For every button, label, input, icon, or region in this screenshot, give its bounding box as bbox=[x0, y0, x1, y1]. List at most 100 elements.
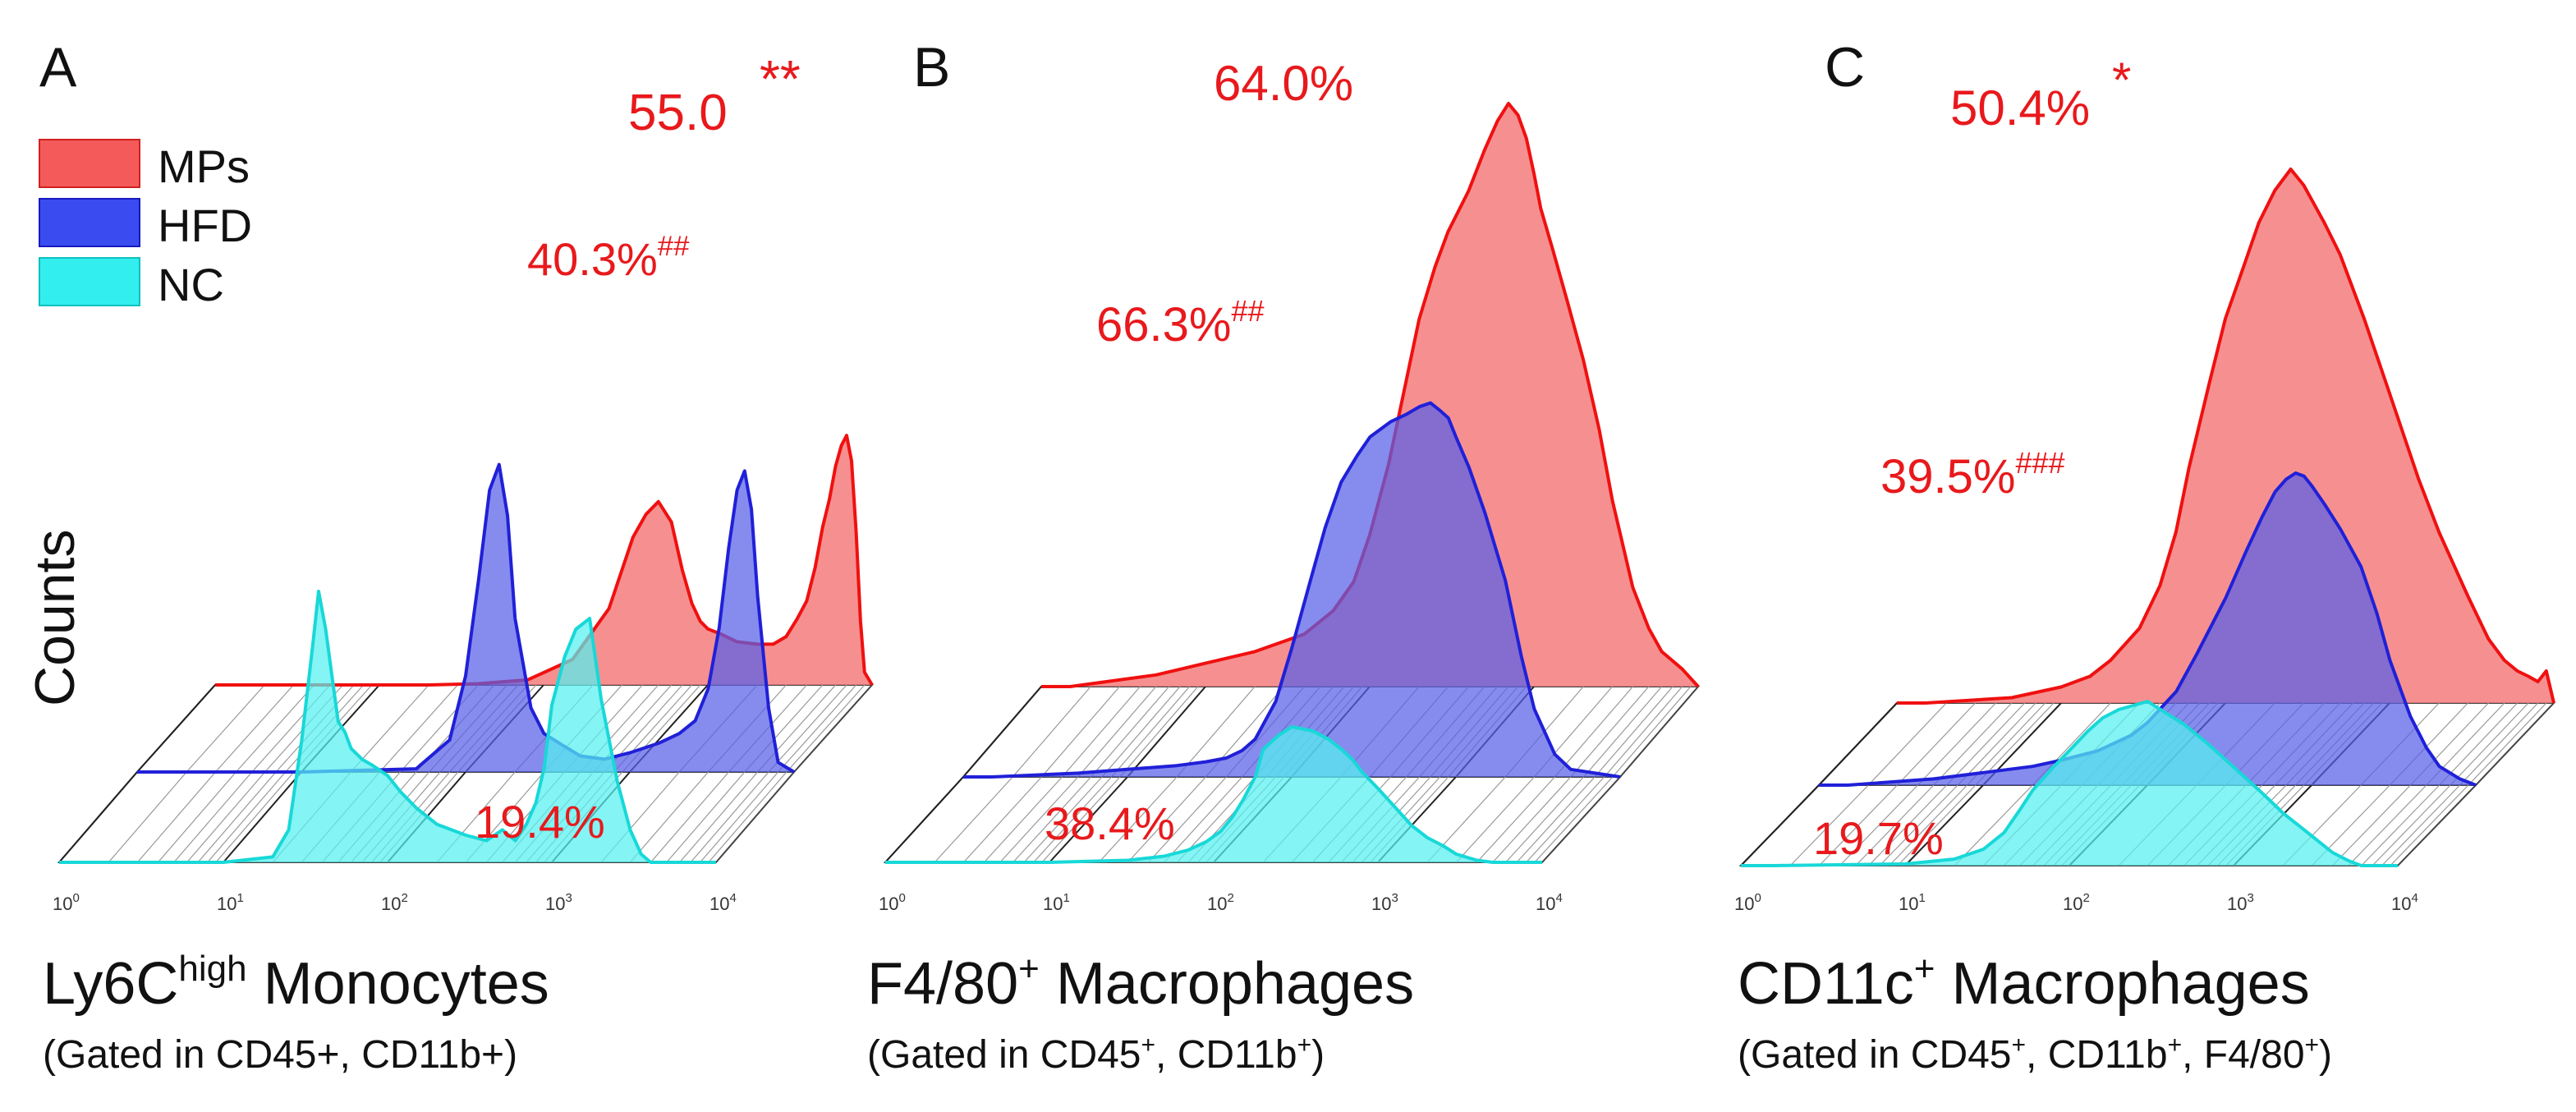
grid-line bbox=[1526, 776, 1605, 863]
grid-line bbox=[1061, 686, 1141, 778]
panel-c-letter: C bbox=[1825, 36, 1865, 99]
grid-line bbox=[157, 771, 236, 863]
grid-line bbox=[1455, 776, 1535, 863]
grid-line bbox=[1492, 776, 1572, 863]
legend-label-mps: MPs bbox=[158, 140, 250, 192]
x-tick-label: 101 bbox=[1043, 891, 1070, 914]
legend-swatch-hfd bbox=[39, 198, 140, 247]
grid-line bbox=[2348, 784, 2427, 866]
grid-line bbox=[1111, 686, 1191, 778]
x-tick-label: 103 bbox=[2227, 891, 2254, 914]
grid-line bbox=[1101, 686, 1181, 778]
grid-line bbox=[1612, 686, 1692, 778]
grid-line bbox=[1583, 686, 1663, 778]
grid-line bbox=[1091, 686, 1170, 778]
grid-line bbox=[1040, 686, 1120, 778]
grid-line bbox=[1594, 686, 1674, 778]
grid-line bbox=[1176, 686, 1256, 778]
grid-line bbox=[629, 771, 709, 863]
grid-line bbox=[1505, 776, 1585, 863]
grid-line bbox=[2459, 702, 2539, 786]
panel-a-chart: 100 101 102 103 104 55.0 ** 40.3%## 19.4% bbox=[53, 49, 875, 914]
x-tick-label: 102 bbox=[1207, 891, 1234, 914]
grid-line bbox=[207, 771, 287, 863]
grid-line bbox=[983, 776, 1063, 863]
legend-swatch-mps bbox=[39, 139, 140, 188]
panel-c-chart: 100 101 102 103 104 50.4% * 39.5%### 19.7% bbox=[1734, 53, 2556, 914]
grid-line bbox=[1933, 702, 2013, 786]
grid-line bbox=[1127, 686, 1206, 778]
grid-line bbox=[1740, 784, 1820, 866]
grid-line bbox=[650, 771, 729, 863]
panel-a-letter: A bbox=[39, 36, 77, 99]
grid-line bbox=[1127, 776, 1206, 863]
x-tick-label: 101 bbox=[217, 891, 244, 914]
grid-line bbox=[186, 684, 265, 773]
grid-line bbox=[999, 776, 1079, 863]
annotation-nc: 38.4% bbox=[1045, 797, 1175, 849]
grid-line bbox=[2381, 784, 2461, 866]
grid-line bbox=[173, 771, 253, 863]
significance-mark: ** bbox=[760, 49, 801, 108]
grid-line bbox=[1917, 702, 1996, 786]
grid-line bbox=[708, 771, 787, 863]
grid-line bbox=[350, 684, 429, 773]
grid-line bbox=[108, 771, 187, 863]
grid-line bbox=[2331, 784, 2411, 866]
grid-line bbox=[1147, 776, 1227, 863]
grid-line bbox=[1164, 776, 1243, 863]
grid-line bbox=[1867, 702, 1947, 786]
grid-line bbox=[884, 776, 964, 863]
grid-line bbox=[379, 684, 458, 773]
histogram-area-nc bbox=[1770, 701, 2362, 866]
grid-line bbox=[778, 684, 857, 773]
x-tick-label: 103 bbox=[545, 891, 572, 914]
grid-line bbox=[1904, 784, 1984, 866]
panel-a-title: Ly6Chigh Monocytes bbox=[43, 949, 549, 1017]
grid-line bbox=[1896, 702, 1976, 786]
panel-c-subtitle: (Gated in CD45+, CD11b+, F4/80+) bbox=[1738, 1032, 2332, 1077]
panel-b-letter: B bbox=[913, 36, 950, 99]
grid-line bbox=[768, 684, 847, 773]
histogram-area-nc bbox=[88, 591, 651, 862]
grid-line bbox=[962, 776, 1042, 863]
grid-line bbox=[2372, 784, 2451, 866]
grid-line bbox=[1604, 686, 1683, 778]
grid-line bbox=[2450, 702, 2529, 786]
grid-line bbox=[700, 771, 779, 863]
annotation-mps: 55.0 bbox=[628, 85, 728, 141]
grid-line bbox=[215, 771, 295, 863]
x-tick-label: 102 bbox=[2063, 891, 2090, 914]
grid-line bbox=[1041, 776, 1121, 863]
grid-line bbox=[679, 771, 759, 863]
annotation-nc: 19.7% bbox=[1813, 812, 1944, 864]
grid-line bbox=[962, 686, 1042, 778]
histogram-area-hfd bbox=[992, 402, 1620, 777]
grid-line bbox=[1119, 686, 1199, 778]
histogram-area-mps bbox=[1926, 169, 2554, 703]
histogram-area-hfd bbox=[166, 464, 794, 772]
x-tick-label: 103 bbox=[1371, 891, 1398, 914]
grid-line bbox=[58, 771, 138, 863]
annotation-hfd: 40.3%## bbox=[527, 231, 690, 285]
y-axis-label: Counts bbox=[24, 530, 86, 706]
histogram-area-nc bbox=[914, 727, 1493, 862]
legend-label-nc: NC bbox=[158, 259, 224, 310]
panel-b-chart: 100 101 102 103 104 64.0% 66.3%## 38.4% bbox=[879, 56, 1701, 914]
x-tick-label: 100 bbox=[879, 891, 906, 914]
x-tick-label: 102 bbox=[381, 891, 408, 914]
panel-b-subtitle: (Gated in CD45+, CD11b+) bbox=[867, 1032, 1325, 1077]
grid-line bbox=[197, 771, 277, 863]
annotation-hfd: 66.3%## bbox=[1096, 294, 1264, 352]
grid-line bbox=[2439, 702, 2519, 786]
grid-line bbox=[666, 771, 746, 863]
grid-line bbox=[1818, 702, 1898, 786]
histogram-line-hfd bbox=[963, 401, 1621, 779]
grid-line bbox=[1954, 784, 2033, 866]
grid-line bbox=[1012, 776, 1092, 863]
grid-line bbox=[1554, 686, 1633, 778]
panel-b-title: F4/80+ Macrophages bbox=[867, 949, 1414, 1017]
grid-line bbox=[1946, 702, 2026, 786]
grid-line bbox=[1516, 776, 1596, 863]
